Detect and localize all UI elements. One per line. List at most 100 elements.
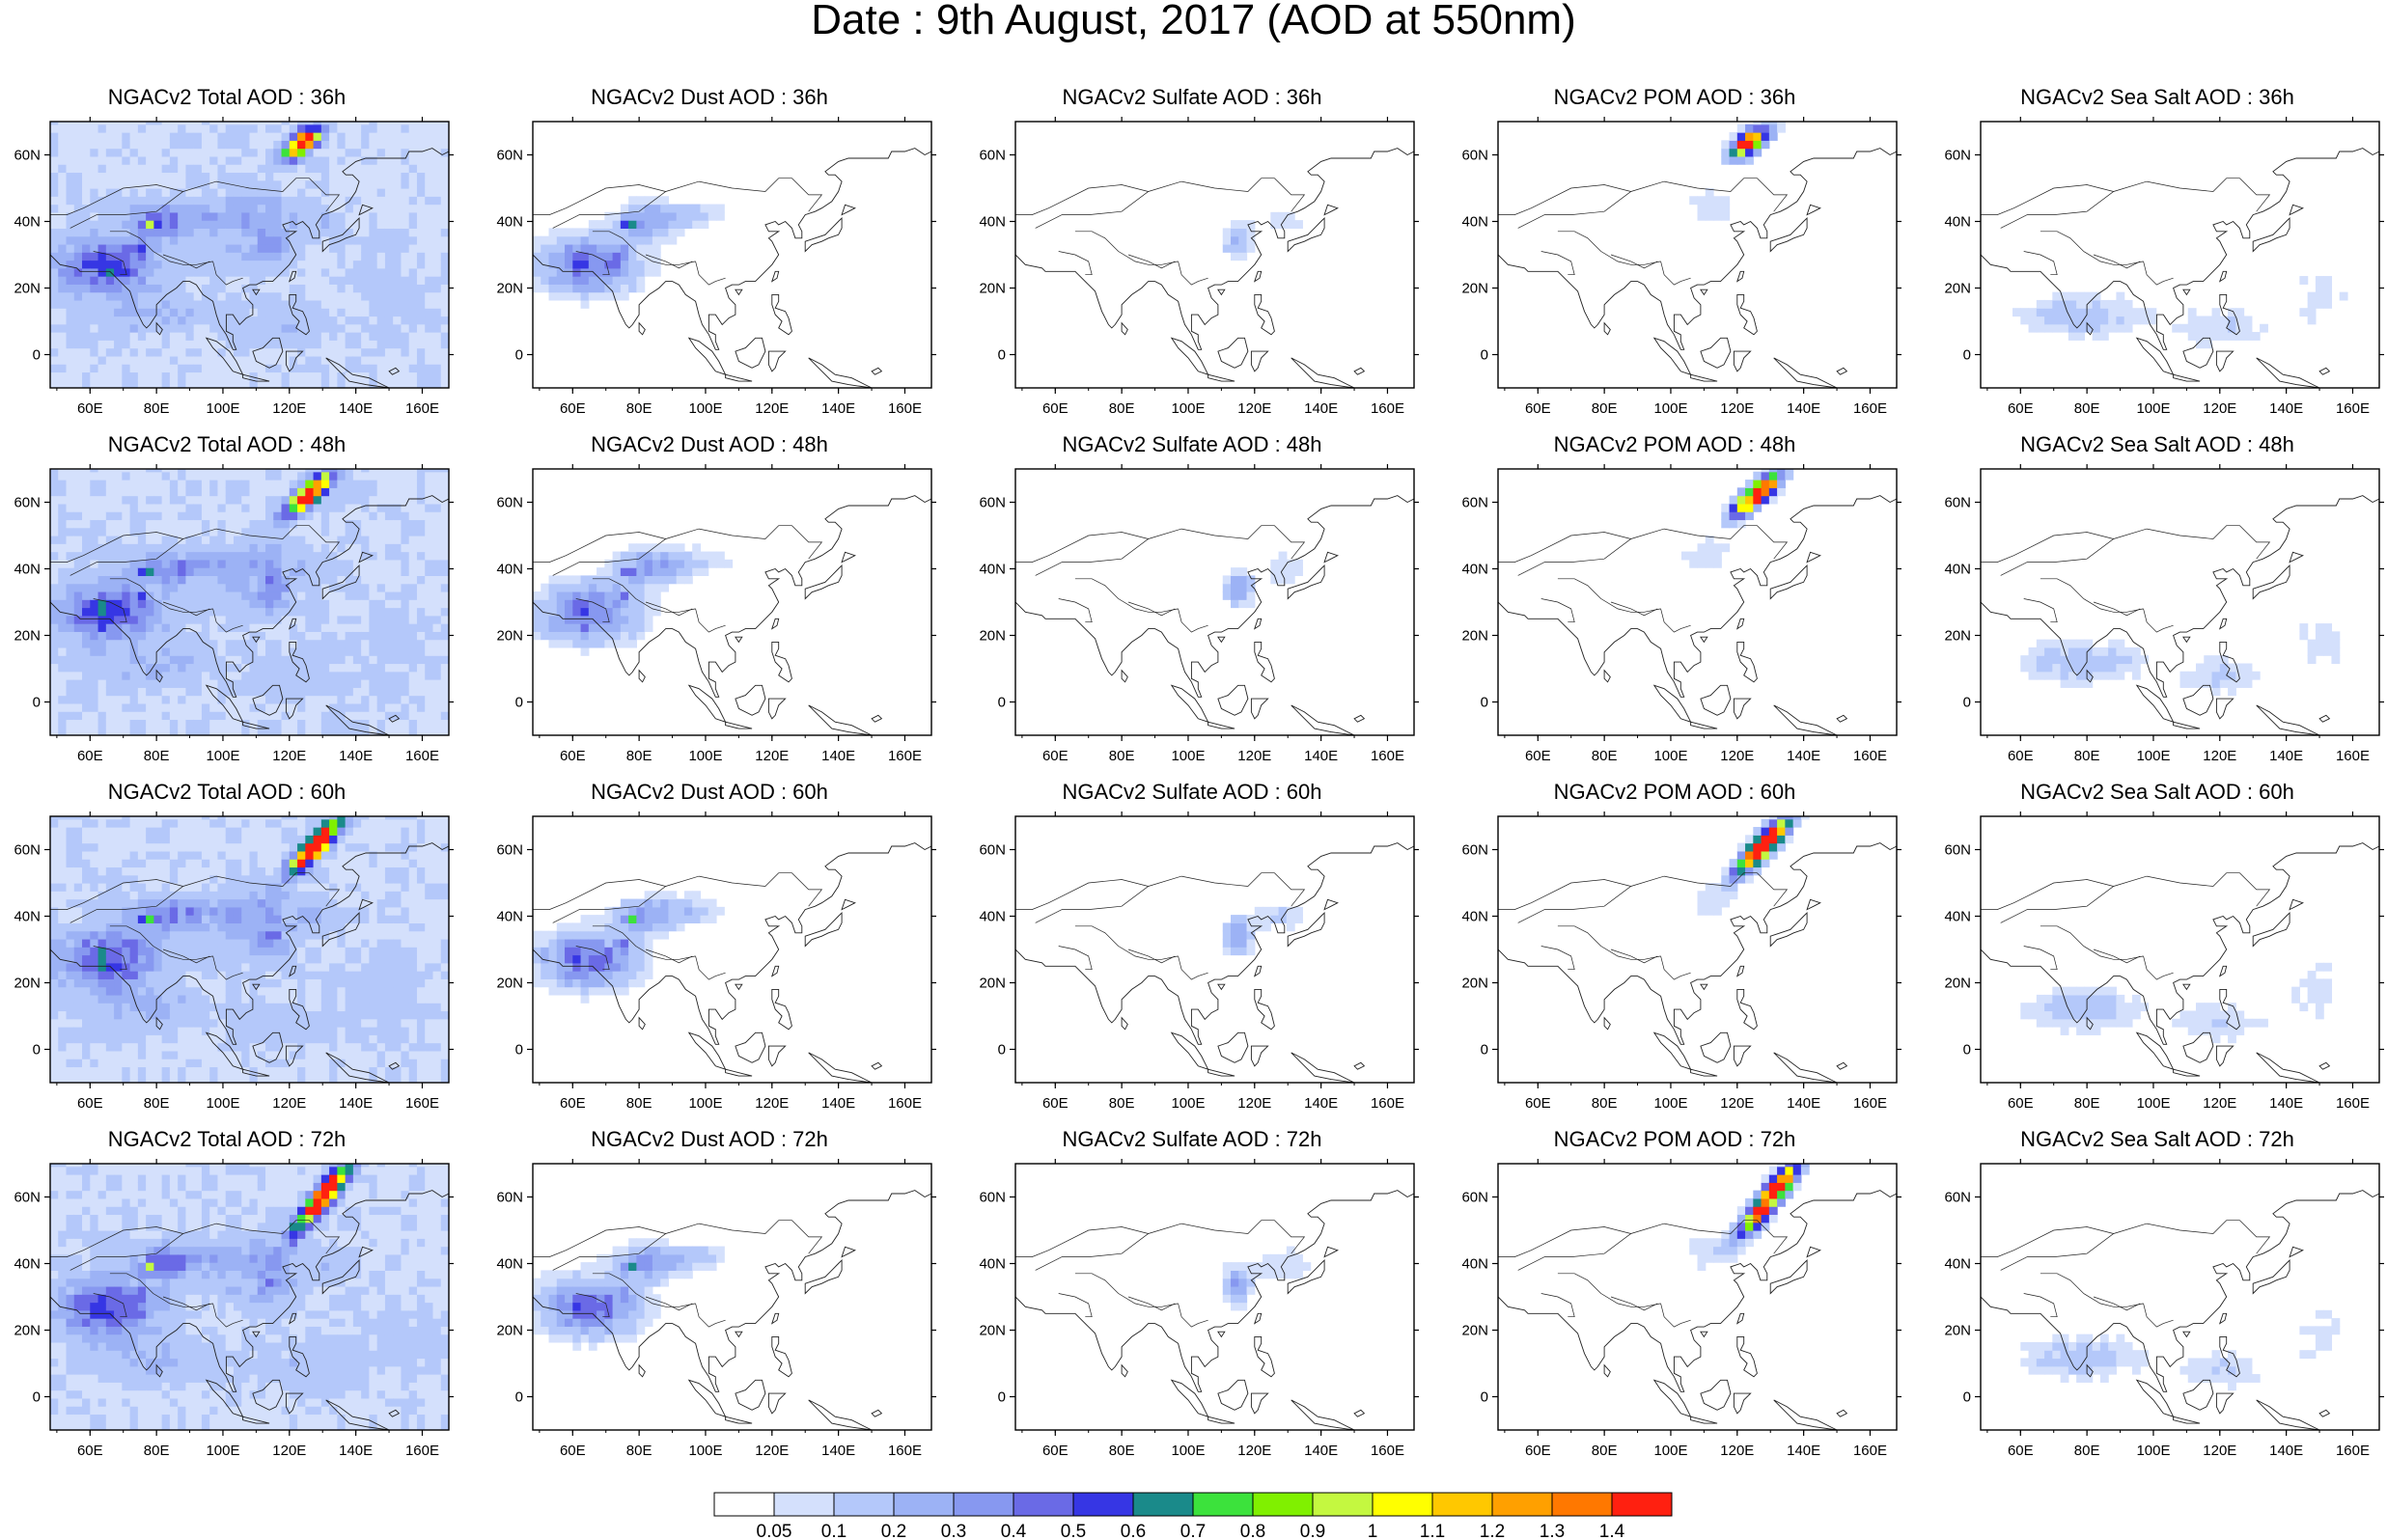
aod-cell [425,687,434,697]
aod-cell [273,371,283,381]
aod-cell [2307,299,2317,309]
aod-cell [201,947,210,956]
aod-cell [313,243,322,253]
aod-cell [369,631,378,641]
aod-cell [1721,196,1731,206]
aod-cell [2179,679,2189,688]
aod-cell [369,527,378,536]
aod-cell [122,132,131,141]
aod-cell [58,671,68,680]
aod-cell [416,615,426,624]
panel-title: NGACv2 Total AOD : 60h [107,780,347,804]
aod-cell [97,947,107,956]
aod-cell [201,1027,210,1035]
x-tick-label: 80E [1592,400,1618,417]
x-tick-label: 140E [339,748,373,764]
aod-cell [345,519,354,529]
aod-cell [1745,132,1754,141]
aod-cell [161,930,171,940]
aod-cell [384,148,394,157]
aod-cell [249,122,259,125]
aod-cell [320,615,330,624]
aod-cell [185,615,195,624]
aod-cell [305,291,315,301]
aod-cell [257,284,266,293]
aod-cell [1231,599,1239,609]
aod-cell [129,866,139,876]
aod-cell [305,260,315,269]
aod-cell [580,583,590,592]
coastlines [1498,495,1897,735]
aod-cell [1713,196,1722,206]
aod-cell [612,252,622,261]
aod-cell [612,260,622,269]
aod-cell [2116,308,2125,317]
y-tick-label: 0 [1963,347,1971,364]
aod-cell [90,527,99,536]
aod-cell [361,355,370,365]
aod-cell [329,124,338,133]
aod-cell [320,355,330,365]
aod-cell [628,623,637,632]
aod-cell [50,536,59,544]
aod-cell [105,859,115,868]
aod-cell [376,124,386,133]
aod-cell [1270,211,1280,221]
aod-cell [82,347,91,357]
aod-cell [217,511,227,521]
aod-cell [297,671,306,680]
aod-cell [376,503,386,512]
aod-cell [105,930,115,940]
aod-cell [265,140,274,150]
aod-cell [1745,124,1754,133]
aod-cell [146,155,154,165]
aod-cell [533,631,541,641]
aod-cell [185,308,195,317]
aod-cell [122,883,131,892]
aod-cell [105,599,115,609]
aod-cell [2307,291,2317,301]
aod-cell [384,188,394,197]
aod-cell [628,575,637,585]
aod-cell [193,235,203,245]
aod-cell [329,316,338,325]
aod-cell [408,527,418,536]
aod-cell [129,260,139,269]
aod-cell [82,179,91,189]
aod-cell [580,284,590,293]
aod-cell [178,971,187,979]
aod-cell [337,188,347,197]
aod-cell [337,140,347,150]
aod-cell [313,559,322,568]
aod-cell [2084,663,2094,673]
aod-cell [225,471,235,481]
aod-cell [129,1042,139,1052]
aod-cell [105,687,115,697]
aod-cell [73,599,83,609]
aod-cell [178,947,187,956]
aod-cell [329,671,338,680]
aod-cell [1705,551,1714,561]
aod-cell [352,204,362,213]
aod-cell [384,211,394,221]
aod-cell [401,711,410,721]
aod-cell [1761,471,1770,481]
aod-cell [636,252,646,261]
aod-cell [2116,639,2125,648]
aod-cell [2036,308,2045,317]
aod-cell [548,267,558,277]
aod-cell [320,211,330,221]
aod-cell [604,228,614,237]
aod-field [533,543,734,656]
aod-cell [305,495,315,505]
aod-cell [361,536,370,544]
aod-cell [137,347,147,357]
aod-cell [97,132,107,141]
aod-cell [305,695,315,704]
aod-cell [2315,291,2324,301]
aod-cell [297,220,306,229]
aod-cell [169,495,179,505]
aod-cell [636,235,646,245]
aod-cell [352,243,362,253]
aod-cell [408,155,418,165]
